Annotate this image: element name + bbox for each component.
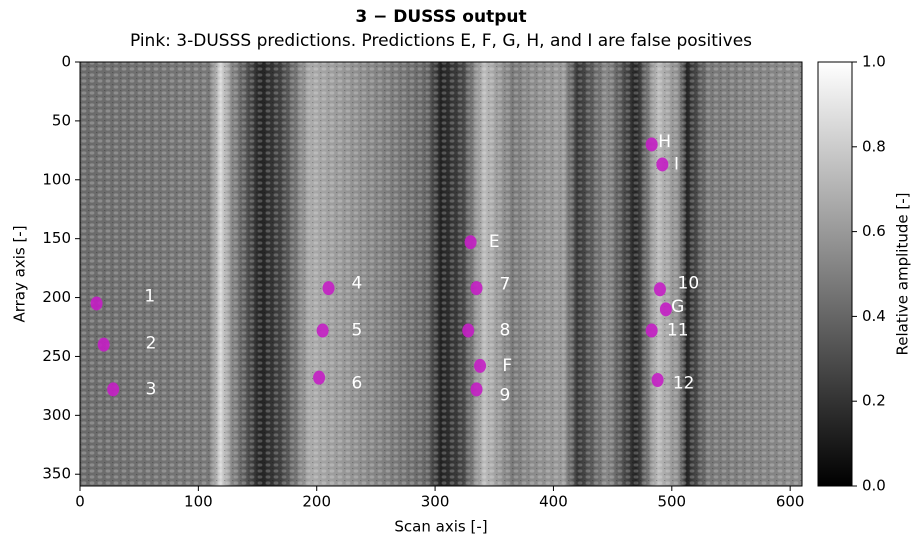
annotation: 9 — [500, 385, 511, 405]
prediction — [651, 373, 664, 387]
y-tick-label: 100 — [42, 170, 71, 188]
prediction — [474, 358, 487, 373]
prediction — [322, 281, 335, 296]
annotation: 8 — [500, 321, 511, 341]
x-axis-label: Scan axis [-] — [394, 518, 487, 536]
colorbar-label: Relative amplitude [-] — [894, 193, 912, 356]
colorbar-tick-label: 1.0 — [862, 53, 886, 71]
prediction — [645, 137, 658, 152]
x-tick-label: 400 — [539, 493, 568, 511]
plot-frame — [79, 61, 803, 487]
prediction — [653, 282, 666, 297]
annotation: 6 — [352, 374, 363, 394]
y-tick-label: 50 — [52, 111, 71, 129]
prediction — [470, 281, 483, 296]
x-tick-label: 500 — [657, 493, 686, 511]
colorbar-tick-label: 0.6 — [862, 222, 886, 240]
annotation: I — [674, 154, 679, 174]
annotation: 11 — [667, 321, 689, 341]
y-tick-label: 300 — [42, 406, 71, 424]
annotation: G — [671, 297, 684, 317]
y-tick-label: 200 — [42, 288, 71, 306]
chart-subtitle: Pink: 3-DUSSS predictions. Predictions E… — [130, 31, 752, 51]
annotation: 4 — [352, 273, 363, 293]
prediction — [97, 337, 110, 352]
y-axis-label: Array axis [-] — [11, 225, 29, 322]
x-tick-label: 600 — [776, 493, 805, 511]
x-tick-label: 0 — [75, 493, 85, 511]
x-tick-label: 300 — [421, 493, 450, 511]
annotation: 7 — [500, 275, 511, 295]
prediction — [464, 235, 477, 250]
prediction — [90, 296, 103, 311]
annotation: 2 — [146, 333, 157, 353]
prediction — [659, 302, 672, 317]
colorbar-tick-label: 0.8 — [862, 137, 886, 155]
annotation: 5 — [352, 321, 363, 341]
x-tick-label: 100 — [184, 493, 213, 511]
y-tick-label: 0 — [61, 53, 71, 71]
y-tick-label: 250 — [42, 347, 71, 365]
prediction — [645, 323, 658, 338]
annotation: 10 — [678, 273, 700, 293]
colorbar-tick-label: 0.0 — [862, 477, 886, 495]
annotation: 1 — [144, 286, 155, 306]
image-texture — [80, 62, 802, 486]
y-tick-label: 150 — [42, 229, 71, 247]
colorbar-tick-label: 0.4 — [862, 307, 886, 325]
prediction — [656, 157, 669, 172]
prediction — [316, 323, 329, 338]
chart-title: 3 − DUSSS output — [355, 7, 526, 27]
prediction — [313, 370, 326, 385]
prediction — [107, 382, 120, 397]
prediction — [470, 382, 483, 397]
annotation: E — [489, 232, 500, 252]
annotation: F — [502, 356, 512, 376]
colorbar-tick-label: 0.2 — [862, 392, 886, 410]
prediction — [462, 323, 475, 338]
colorbar — [817, 61, 853, 487]
annotation: H — [658, 132, 671, 152]
annotation: 3 — [146, 379, 157, 399]
annotation: 12 — [673, 374, 695, 394]
y-tick-label: 350 — [42, 465, 71, 483]
x-tick-label: 200 — [302, 493, 331, 511]
